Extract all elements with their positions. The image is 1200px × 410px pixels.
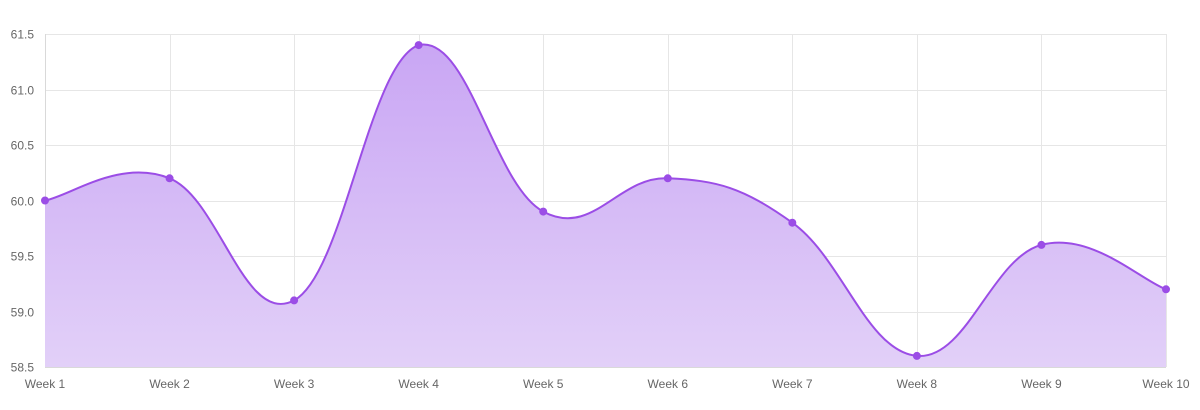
y-tick-label: 59.5 — [11, 250, 35, 264]
data-points — [41, 41, 1170, 360]
y-tick-label: 60.5 — [11, 139, 35, 153]
area-fill — [45, 44, 1166, 368]
x-axis-tick-labels: Week 1 Week 2 Week 3 Week 4 Week 5 Week 6 Week… — [25, 377, 1190, 391]
x-tick-label: Week 10 — [1142, 377, 1189, 391]
data-point[interactable] — [788, 218, 797, 227]
y-tick-label: 60.0 — [11, 195, 35, 209]
y-tick-label: 59.0 — [11, 306, 35, 320]
data-point[interactable] — [165, 174, 174, 183]
x-tick-label: Week 1 — [25, 377, 66, 391]
data-point[interactable] — [1162, 285, 1170, 294]
series-line-layer — [44, 43, 1167, 357]
x-tick-label: Week 6 — [648, 377, 689, 391]
data-point[interactable] — [539, 207, 548, 216]
y-tick-label: 58.5 — [11, 361, 35, 375]
x-tick-label: Week 7 — [772, 377, 813, 391]
x-tick-label: Week 9 — [1021, 377, 1062, 391]
data-point[interactable] — [912, 351, 921, 360]
data-point[interactable] — [663, 174, 672, 183]
series-line — [44, 43, 1167, 357]
data-point[interactable] — [290, 296, 299, 305]
data-point[interactable] — [41, 196, 49, 205]
y-tick-label: 61.5 — [11, 28, 35, 42]
area-fill-layer — [45, 44, 1166, 368]
data-point[interactable] — [1037, 240, 1046, 249]
y-axis-tick-labels: 58.5 59.0 59.5 60.0 60.5 61.0 61.5 — [11, 28, 35, 375]
x-tick-label: Week 8 — [897, 377, 938, 391]
x-tick-label: Week 2 — [149, 377, 190, 391]
x-tick-label: Week 3 — [274, 377, 315, 391]
x-tick-label: Week 4 — [398, 377, 439, 391]
y-tick-label: 61.0 — [11, 84, 35, 98]
x-tick-label: Week 5 — [523, 377, 564, 391]
data-point[interactable] — [414, 41, 423, 50]
